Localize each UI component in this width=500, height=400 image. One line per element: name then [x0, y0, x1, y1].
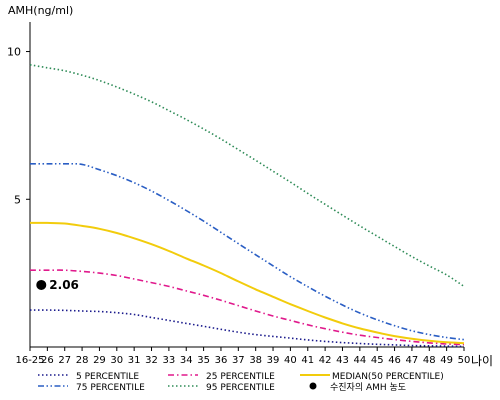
x-tick-label: 46 [388, 355, 401, 366]
x-tick-label: 27 [58, 355, 71, 366]
x-tick-label: 40 [284, 355, 297, 366]
x-tick-label: 38 [249, 355, 262, 366]
x-axis-label: 나이 [471, 354, 493, 368]
x-tick-label: 31 [128, 355, 141, 366]
x-tick-label: 48 [423, 355, 436, 366]
x-tick-label: 47 [406, 355, 419, 366]
legend-label-75-percentile: 75 PERCENTILE [76, 383, 145, 393]
x-tick-label: 16-25 [15, 355, 44, 366]
x-tick-label: 42 [319, 355, 332, 366]
series-line-25-percentile [30, 269, 465, 346]
x-tick-label: 32 [145, 355, 158, 366]
x-tick-label: 28 [76, 355, 89, 366]
x-tick-label: 26 [41, 355, 54, 366]
x-tick-label: 49 [440, 355, 453, 366]
x-tick-label: 33 [163, 355, 176, 366]
legend: 5 PERCENTILE 25 PERCENTILE MEDIAN(50 PERCE… [38, 372, 444, 393]
x-tick-label: 43 [336, 355, 349, 366]
x-tick-label: 30 [110, 355, 123, 366]
x-tick-label: 45 [371, 355, 384, 366]
patient-marker: 2.06 [36, 278, 79, 292]
series-line-median-50-percentile [29, 221, 465, 345]
series-line-75-percentile [30, 162, 465, 341]
y-axis-label: AMH(ng/ml) [8, 4, 73, 17]
x-tick-label: 44 [353, 355, 366, 366]
y-tick-label: 5 [14, 193, 21, 206]
legend-label-median-50-percentile: MEDIAN(50 PERCENTILE) [332, 372, 444, 382]
y-tick-label: 10 [7, 46, 21, 59]
legend-label-5-percentile: 5 PERCENTILE [76, 372, 139, 382]
x-tick-label: 37 [232, 355, 245, 366]
x-tick-label: 50 [458, 355, 471, 366]
patient-amh-label: 2.06 [49, 278, 79, 292]
x-tick-label: 35 [197, 355, 210, 366]
series-line-5-percentile [29, 309, 465, 348]
series-lines [29, 64, 465, 348]
series-line-95-percentile [29, 64, 465, 288]
x-tick-label: 29 [93, 355, 106, 366]
x-tick-label: 39 [267, 355, 280, 366]
x-tick-label: 41 [301, 355, 314, 366]
x-tick-label: 34 [180, 355, 193, 366]
patient-amh-point [36, 279, 47, 290]
x-tick-label: 36 [215, 355, 228, 366]
legend-label-95-percentile: 95 PERCENTILE [206, 383, 275, 393]
legend-swatch-patient-amh [309, 382, 317, 390]
legend-label-patient-amh: 수진자의 AMH 농도 [330, 382, 406, 393]
legend-label-25-percentile: 25 PERCENTILE [206, 372, 275, 382]
